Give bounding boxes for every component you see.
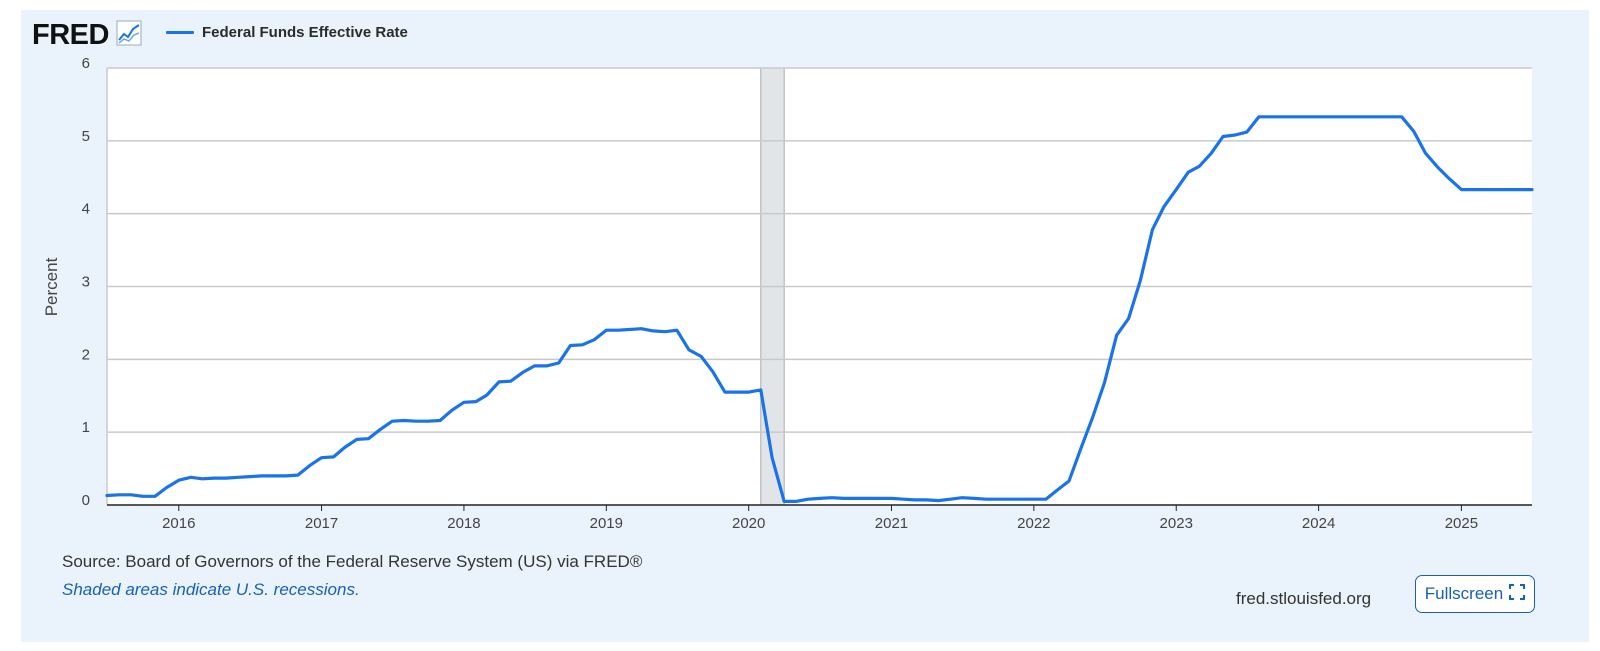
y-tick-label: 6 [82, 55, 90, 72]
x-tick-label: 2020 [732, 515, 765, 532]
y-axis-label: Percent [42, 257, 61, 316]
x-tick-label: 2016 [162, 515, 195, 532]
y-tick-labels: 0 1 2 3 4 5 6 [82, 55, 90, 509]
legend-swatch [166, 31, 194, 34]
y-tick-label: 0 [82, 492, 90, 509]
x-tick-label: 2023 [1160, 515, 1193, 532]
gridlines [106, 67, 1532, 505]
series-line [105, 115, 1534, 503]
fullscreen-button[interactable]: Fullscreen [1415, 575, 1535, 613]
fred-logo[interactable]: FRED [32, 20, 142, 51]
fullscreen-label: Fullscreen [1424, 584, 1504, 603]
line-chart: 0 1 2 3 4 5 6 2016 2017 2018 2019 2020 2021 2022 2023… [42, 55, 1534, 532]
x-tick-label: 2019 [590, 515, 623, 532]
legend-label: Federal Funds Effective Rate [202, 24, 408, 41]
site-url[interactable]: fred.stlouisfed.org [1236, 589, 1372, 608]
series-layer [105, 115, 1534, 503]
y-tick-label: 1 [82, 419, 90, 436]
x-tick-label: 2025 [1445, 515, 1478, 532]
expand-icon [1509, 583, 1526, 605]
x-tick-label: 2022 [1017, 515, 1050, 532]
x-tick-label: 2024 [1302, 515, 1335, 532]
x-tick-label: 2021 [875, 515, 908, 532]
recession-note: Shaded areas indicate U.S. recessions. [62, 580, 360, 599]
y-tick-label: 5 [82, 128, 90, 145]
y-tick-label: 4 [82, 201, 90, 218]
line-graph-icon [116, 20, 142, 51]
y-tick-label: 3 [82, 274, 90, 291]
fred-logo-text: FRED [32, 19, 109, 51]
x-tick-labels: 2016 2017 2018 2019 2020 2021 2022 2023 2024 2025 [162, 505, 1478, 532]
y-tick-label: 2 [82, 346, 90, 363]
source-note: Source: Board of Governors of the Federa… [62, 552, 643, 571]
x-tick-label: 2017 [305, 515, 338, 532]
chart-legend: Federal Funds Effective Rate [166, 24, 408, 41]
x-tick-label: 2018 [447, 515, 480, 532]
